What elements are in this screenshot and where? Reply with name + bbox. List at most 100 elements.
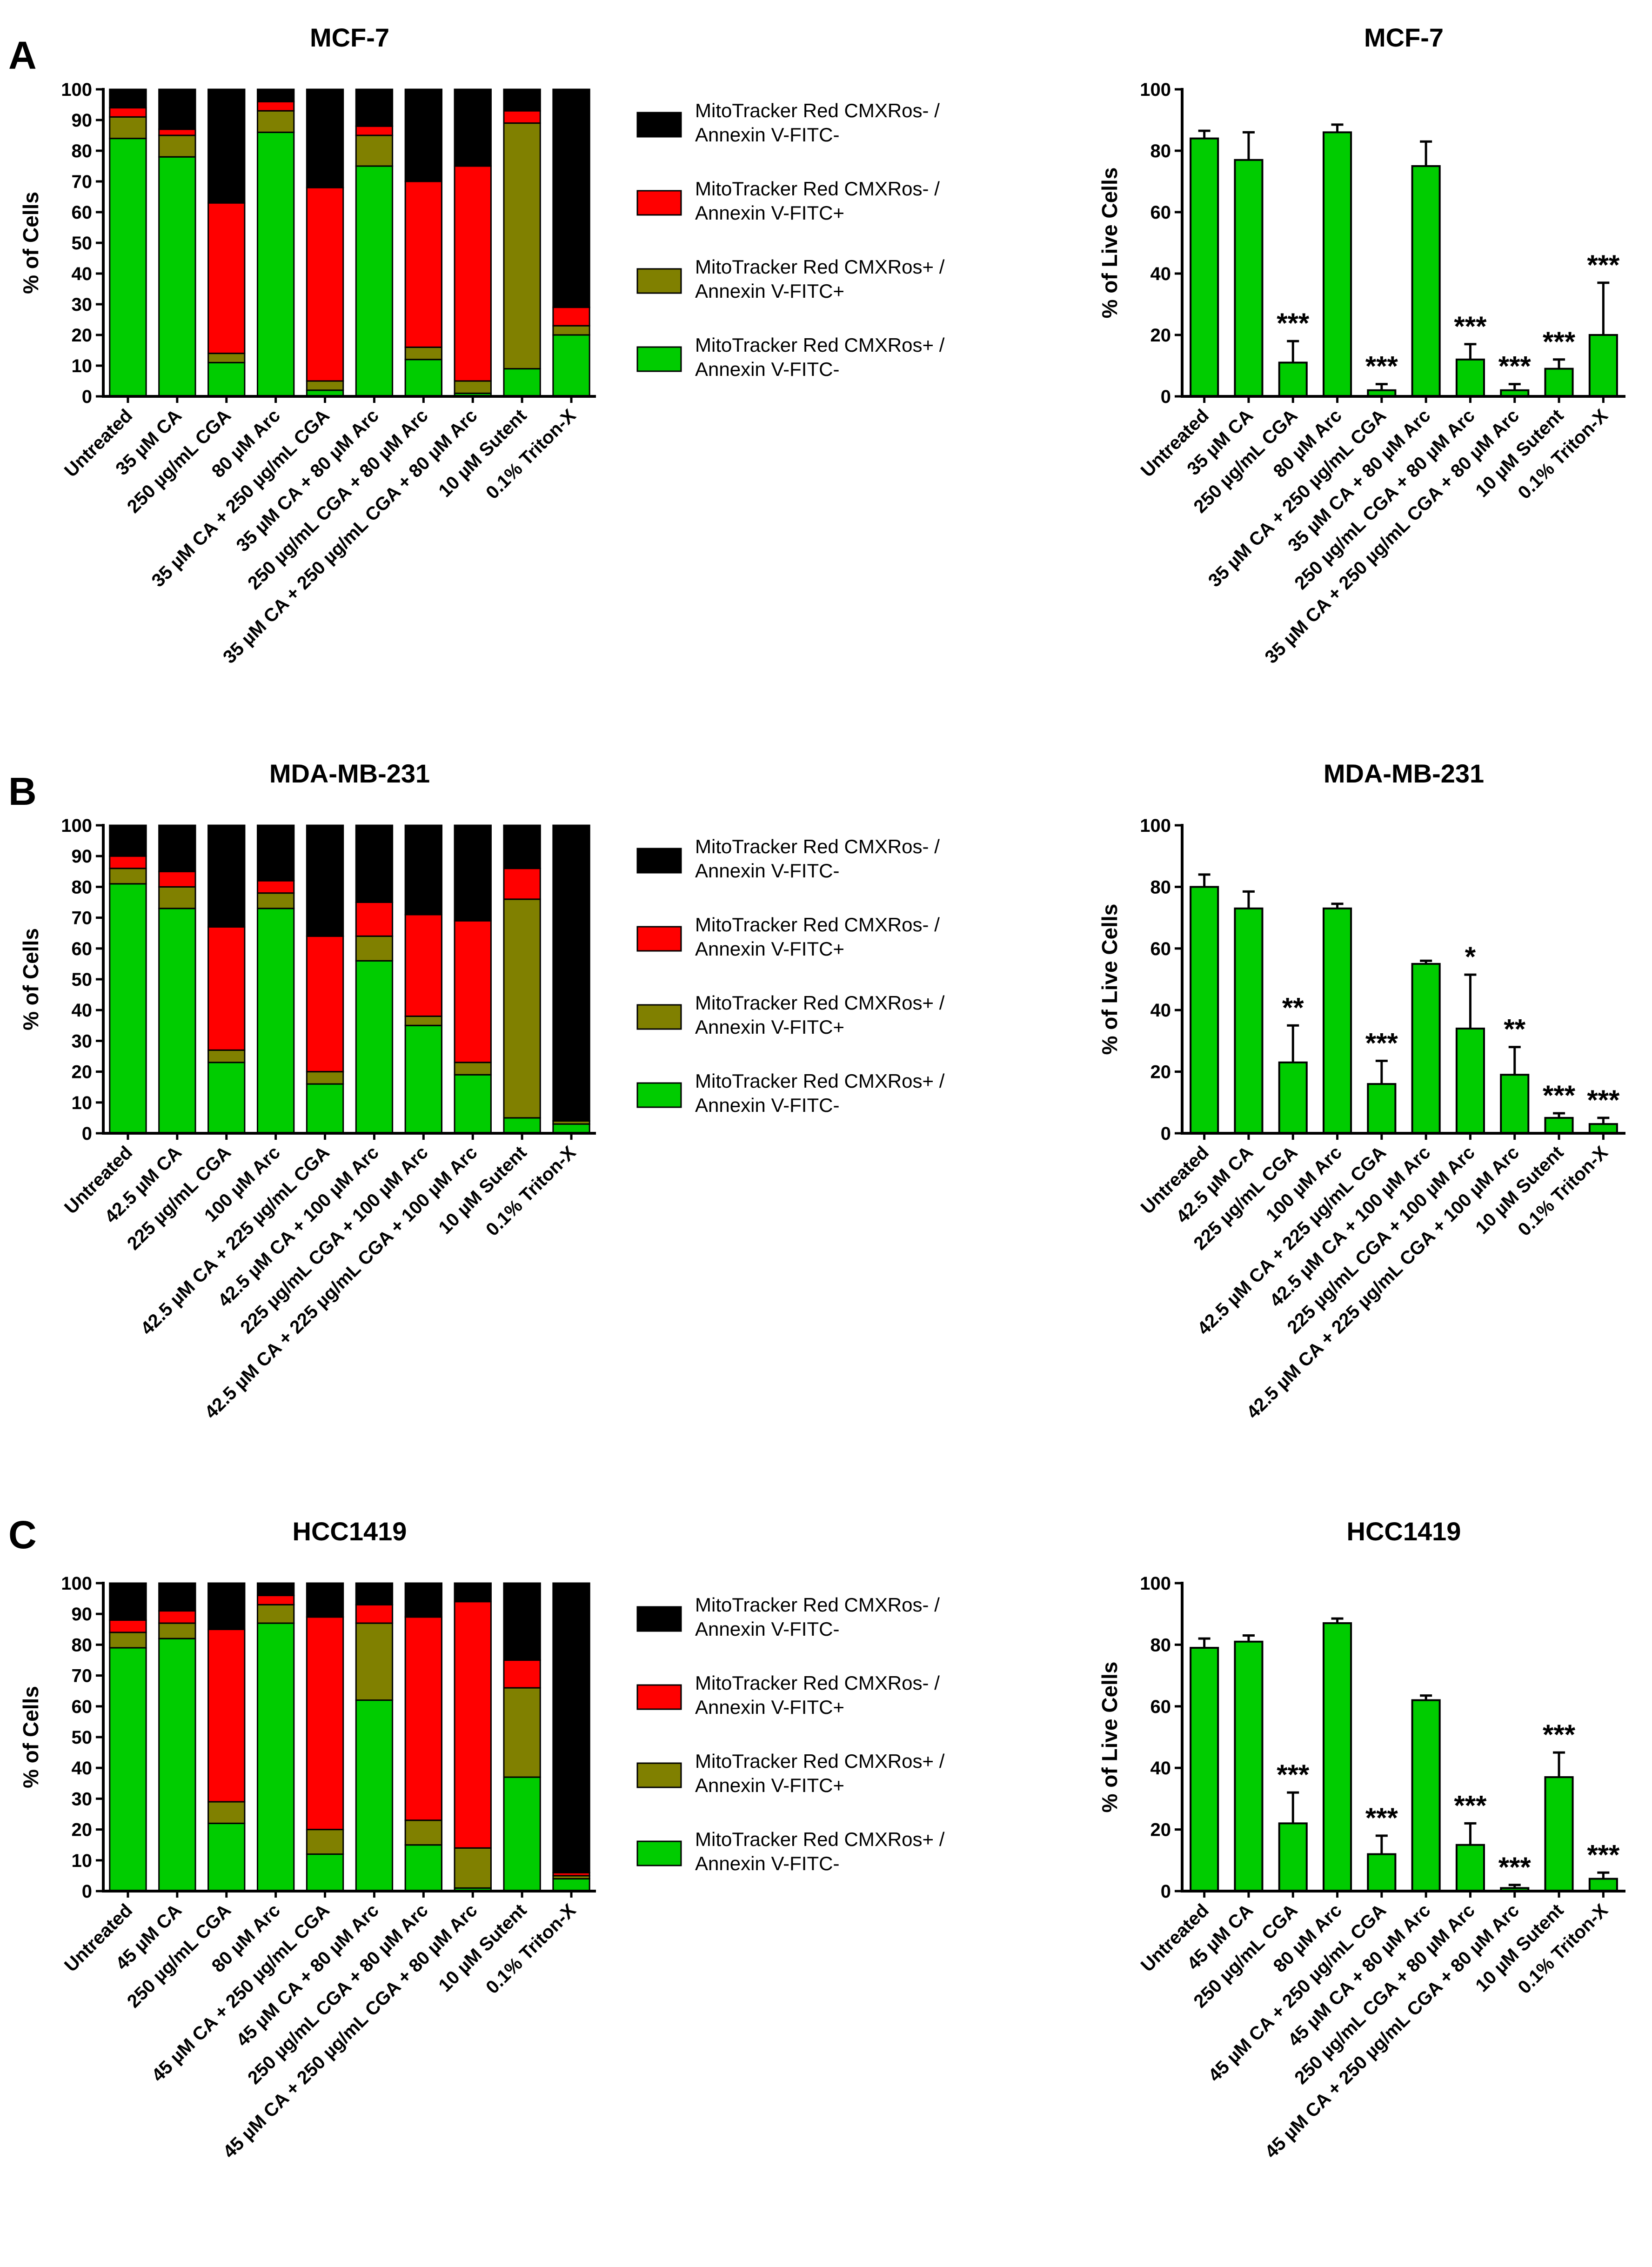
bar-segment — [355, 902, 394, 937]
y-tick-label: 40 — [72, 264, 93, 284]
bar-segment — [306, 88, 344, 188]
chart-title: MCF-7 — [1364, 23, 1444, 52]
stacked-bar-chart-hcc1419: HCC1419% of Cells0102030405060708090100U… — [19, 1517, 596, 2162]
significance-label: *** — [1543, 1080, 1576, 1111]
bar-segment — [109, 883, 147, 1134]
bar — [1190, 886, 1219, 1134]
bar — [1190, 137, 1219, 398]
y-tick-label: 100 — [61, 80, 92, 100]
bar — [1500, 1074, 1530, 1134]
bar — [1411, 963, 1441, 1134]
significance-label: *** — [1277, 1759, 1310, 1790]
bar — [1544, 368, 1574, 397]
legend-swatch — [636, 1762, 682, 1788]
bar-segment — [207, 824, 246, 928]
bar — [1367, 1853, 1397, 1893]
bar-segment — [503, 1582, 541, 1661]
significance-label: *** — [1587, 1084, 1620, 1116]
bar-segment — [503, 824, 541, 869]
bar-segment — [404, 1582, 443, 1618]
bar — [1588, 1878, 1618, 1893]
bar-segment — [454, 1601, 492, 1849]
bar-segment — [256, 110, 295, 133]
bar-segment — [552, 1582, 590, 1873]
y-tick-label: 70 — [72, 1666, 93, 1686]
bar-segment — [454, 920, 492, 1063]
y-tick-label: 90 — [72, 846, 93, 867]
y-tick-label: 40 — [1150, 264, 1171, 284]
y-tick-label: 10 — [72, 356, 93, 376]
bar-segment — [256, 1604, 295, 1624]
y-axis-label: % of Live Cells — [1097, 167, 1122, 319]
bar-segment — [109, 1647, 147, 1892]
bar-segment — [158, 88, 196, 130]
bar-segment — [355, 165, 394, 397]
bar-segment — [503, 368, 541, 397]
y-tick-label: 70 — [72, 172, 93, 192]
y-tick-label: 40 — [72, 1000, 93, 1021]
chart-title: HCC1419 — [1347, 1517, 1461, 1546]
y-tick-label: 90 — [72, 110, 93, 131]
bar-segment — [306, 1616, 344, 1831]
bar-segment — [109, 116, 147, 140]
bar-segment — [404, 824, 443, 916]
legend-label: Annexin V-FITC- — [695, 358, 839, 380]
legend-label: Annexin V-FITC+ — [695, 938, 844, 960]
bar — [1234, 1640, 1264, 1892]
legend-swatch — [636, 1684, 682, 1710]
bar-segment — [158, 128, 196, 136]
y-tick-label: 0 — [82, 1123, 92, 1144]
y-tick-label: 50 — [72, 1727, 93, 1748]
bar-segment — [306, 824, 344, 937]
bar-segment — [404, 1844, 443, 1892]
bar — [1190, 1647, 1219, 1892]
y-tick-label: 40 — [72, 1758, 93, 1779]
x-tick-label: 0.1% Triton-X — [482, 1142, 580, 1240]
bar-segment — [355, 1622, 394, 1701]
legend-swatch — [636, 190, 682, 216]
legend-label: Annexin V-FITC+ — [695, 1016, 844, 1038]
chart-title: MCF-7 — [310, 23, 389, 52]
bar-segment — [404, 1819, 443, 1846]
y-tick-label: 20 — [72, 1062, 93, 1083]
x-tick-label: 10 µM Sutent — [435, 405, 530, 501]
legend-b: MitoTracker Red CMXRos- / Annexin V-FITC-… — [636, 836, 945, 1116]
bar-segment — [158, 1582, 196, 1612]
bar — [1411, 1699, 1441, 1893]
y-tick-label: 30 — [72, 294, 93, 315]
bar-segment — [207, 1801, 246, 1824]
bar-segment — [207, 1049, 246, 1063]
bar — [1367, 1083, 1397, 1135]
x-tick-label: 10 µM Sutent — [435, 1900, 530, 1996]
y-tick-label: 20 — [72, 1820, 93, 1840]
y-tick-label: 30 — [72, 1789, 93, 1809]
significance-label: *** — [1365, 351, 1398, 382]
legend-c: MitoTracker Red CMXRos- /Annexin V-FITC-… — [636, 1594, 945, 1874]
bar-segment — [256, 908, 295, 1134]
bar-segment — [355, 88, 394, 127]
significance-label: ** — [1504, 1014, 1525, 1045]
panel-letter-c: C — [8, 1513, 37, 1557]
legend-label: MitoTracker Red CMXRos+ / — [695, 1828, 945, 1850]
bar — [1234, 907, 1264, 1134]
significance-label: *** — [1543, 326, 1576, 357]
bar-segment — [306, 1829, 344, 1855]
y-tick-label: 20 — [1150, 325, 1171, 346]
bar-segment — [503, 122, 541, 370]
legend-swatch — [636, 268, 682, 294]
bar-segment — [158, 870, 196, 888]
bar-segment — [355, 1604, 394, 1624]
y-tick-label: 0 — [1161, 387, 1171, 407]
bar — [1278, 361, 1308, 398]
legend-label: MitoTracker Red CMXRos- / — [695, 1672, 940, 1694]
bar-segment — [158, 1622, 196, 1639]
legend-label: Annexin V-FITC- — [695, 124, 839, 146]
legend-label: MitoTracker Red CMXRos- / — [695, 100, 940, 121]
legend-label: MitoTracker Red CMXRos+ / — [695, 1070, 945, 1092]
bar-segment — [306, 380, 344, 391]
live-cells-chart-hcc1419: HCC1419 % of Live Cells *** *** *** *** *** ***… — [1097, 1517, 1625, 2162]
bar — [1323, 907, 1352, 1134]
y-axis-label: % of Live Cells — [1097, 1662, 1122, 1813]
bar-segment — [454, 165, 492, 382]
